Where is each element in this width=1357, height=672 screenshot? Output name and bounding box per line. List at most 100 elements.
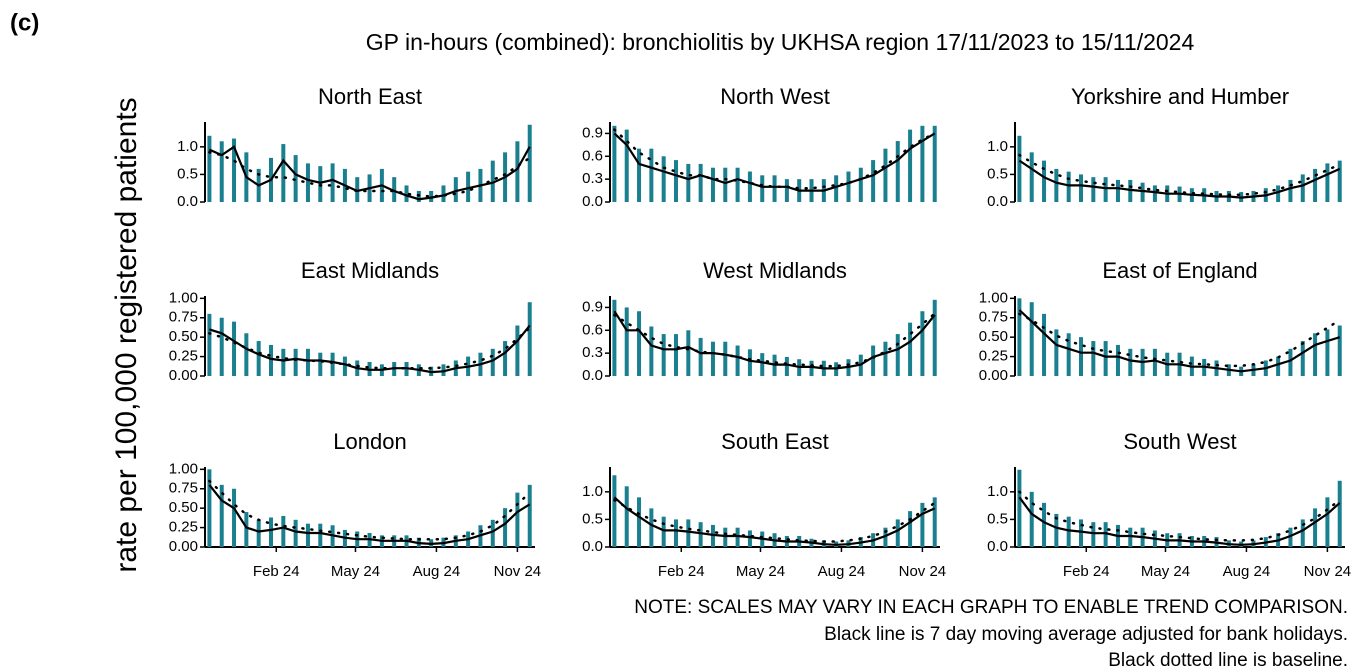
bar xyxy=(1337,325,1342,376)
bar xyxy=(747,171,752,202)
bar xyxy=(624,307,629,376)
y-tick-label: 0.75 xyxy=(979,309,1008,326)
bar xyxy=(1029,491,1034,547)
bar xyxy=(318,166,323,202)
bar xyxy=(698,163,703,202)
bar xyxy=(932,125,937,202)
bar xyxy=(883,341,888,376)
bar xyxy=(1029,302,1034,376)
bar xyxy=(723,341,728,376)
bar xyxy=(637,311,642,376)
bar xyxy=(686,519,691,547)
bar xyxy=(920,311,925,376)
x-tick-label: May 24 xyxy=(1141,563,1190,580)
bar xyxy=(1029,152,1034,202)
moving-average-line xyxy=(209,324,531,374)
bar xyxy=(710,167,715,202)
bar xyxy=(207,313,212,376)
x-tick-label: Nov 24 xyxy=(1304,563,1352,580)
bar xyxy=(871,160,876,202)
bar xyxy=(342,356,347,376)
y-tick-label: 0.25 xyxy=(169,348,198,365)
bar xyxy=(895,519,900,547)
bar xyxy=(515,141,520,202)
bar xyxy=(219,484,224,547)
bar xyxy=(244,512,249,547)
bar xyxy=(1288,348,1293,376)
bar xyxy=(318,523,323,547)
bar xyxy=(908,322,913,376)
bar xyxy=(1152,185,1157,202)
y-tick-label: 1.00 xyxy=(169,460,198,477)
y-tick-label: 0.0 xyxy=(987,538,1008,555)
moving-average-line xyxy=(613,496,936,546)
bar xyxy=(710,341,715,376)
y-tick-label: 0.6 xyxy=(582,321,603,338)
bar xyxy=(1276,356,1281,376)
bar xyxy=(1103,522,1108,547)
bar xyxy=(1066,333,1071,376)
bar xyxy=(1337,480,1342,547)
bar xyxy=(404,185,409,202)
bar xyxy=(527,124,532,202)
bar xyxy=(1115,179,1120,202)
bar xyxy=(1066,516,1071,547)
panel-title: East Midlands xyxy=(301,258,439,283)
bar xyxy=(735,527,740,547)
bar xyxy=(1042,313,1047,376)
bar xyxy=(637,497,642,547)
y-tick-label: 0.00 xyxy=(169,367,198,384)
bar xyxy=(392,177,397,202)
bar xyxy=(612,475,617,547)
bar xyxy=(674,519,678,547)
bar xyxy=(1103,177,1108,202)
x-tick-label: Feb 24 xyxy=(658,563,705,580)
panel-title: East of England xyxy=(1102,258,1257,283)
y-tick-label: 0.5 xyxy=(582,510,603,527)
bar xyxy=(1128,348,1133,376)
bar xyxy=(834,175,839,202)
bar xyxy=(784,356,789,376)
bar xyxy=(661,516,666,547)
bar xyxy=(355,177,360,202)
bar xyxy=(1017,469,1022,547)
bar xyxy=(698,522,703,547)
panel-label: (c) xyxy=(10,9,39,36)
bar xyxy=(281,348,286,376)
y-tick-label: 0.50 xyxy=(169,499,198,516)
bar xyxy=(1288,527,1293,547)
bar xyxy=(1079,337,1083,376)
bar xyxy=(1276,185,1281,202)
bar xyxy=(1325,497,1330,547)
moving-average-line xyxy=(1018,159,1341,199)
moving-average-line xyxy=(208,484,531,546)
bar xyxy=(686,163,691,202)
panel-title: West Midlands xyxy=(703,258,847,283)
bar xyxy=(232,488,237,547)
y-tick-label: 0.3 xyxy=(582,344,603,361)
bar xyxy=(244,333,249,376)
x-tick-label: Nov 24 xyxy=(494,563,542,580)
bar xyxy=(735,167,740,202)
y-tick-label: 0.0 xyxy=(582,367,603,384)
note: Black dotted line is baseline. xyxy=(1108,650,1348,671)
bar xyxy=(1017,135,1022,202)
baseline-line xyxy=(613,312,936,368)
y-tick-label: 0.00 xyxy=(169,538,198,555)
bar xyxy=(698,337,703,376)
panel-title: South West xyxy=(1123,429,1236,454)
bar xyxy=(256,341,261,376)
bar xyxy=(1103,341,1108,376)
y-tick-label: 0.75 xyxy=(169,309,198,326)
y-tick-label: 0.00 xyxy=(979,367,1008,384)
bar xyxy=(883,148,888,202)
bar xyxy=(1313,333,1318,376)
bar xyxy=(429,190,434,202)
y-tick-label: 1.0 xyxy=(987,138,1008,155)
bar xyxy=(490,160,495,202)
bar xyxy=(293,155,298,202)
bar xyxy=(1288,179,1293,202)
bar xyxy=(772,175,777,202)
bar xyxy=(1152,348,1157,376)
